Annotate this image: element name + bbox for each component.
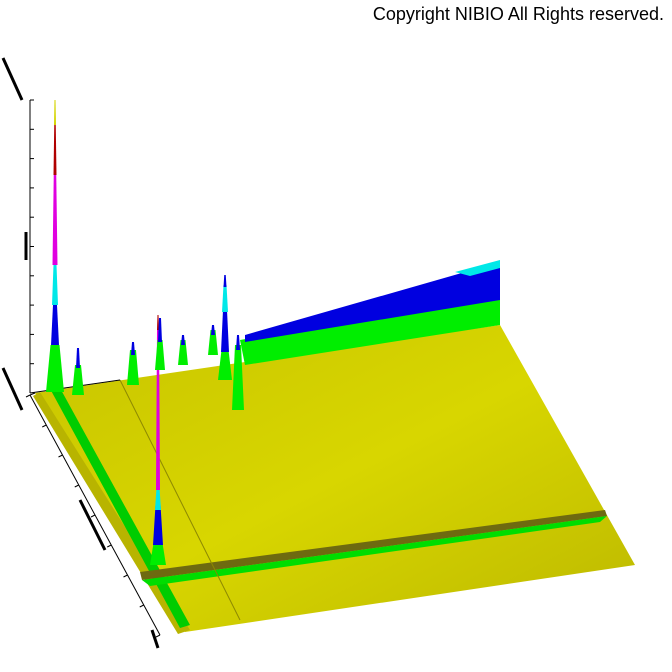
y-tick <box>123 574 128 578</box>
left-ridge <box>48 385 190 628</box>
peak-segment <box>236 335 240 350</box>
peak-segment <box>150 540 166 565</box>
peak-segment <box>53 125 57 175</box>
peak-segment <box>127 350 139 385</box>
peak-segment <box>181 335 185 345</box>
peak-segment <box>157 315 159 330</box>
cross-line <box>119 379 241 621</box>
peak-segment <box>208 330 218 355</box>
y-tick <box>139 604 144 608</box>
peak-segment <box>51 305 59 345</box>
y-tick <box>74 484 79 488</box>
back-wall-cyan <box>455 260 500 276</box>
peak-segment <box>232 345 244 410</box>
axis-ticks <box>25 99 161 638</box>
surface-base-plane <box>35 325 635 632</box>
peak-segment <box>52 175 58 265</box>
peak-segment <box>72 365 84 395</box>
peak-segment <box>131 342 135 355</box>
cross-ridge-dark <box>140 510 607 580</box>
y-tick <box>90 514 96 518</box>
cross-ridge-green <box>142 516 607 586</box>
peak-segment <box>52 265 58 305</box>
peak-segment <box>155 340 165 370</box>
peak-segment <box>222 285 228 312</box>
peak-segment <box>153 505 163 545</box>
peak-segment <box>178 340 188 365</box>
axis-labels <box>1 57 160 649</box>
peak-segment <box>155 488 161 510</box>
y-tick <box>42 424 47 428</box>
peak-segment <box>221 310 229 352</box>
y-tick <box>25 394 31 398</box>
y-tick <box>107 544 112 548</box>
peak-segment <box>218 350 232 380</box>
peak-segment <box>223 275 227 287</box>
peaks <box>46 100 244 565</box>
peak-segment <box>46 345 64 392</box>
y-tick <box>155 634 161 638</box>
back-wall-green <box>240 295 500 365</box>
copyright-notice: Copyright NIBIO All Rights reserved. <box>372 4 664 24</box>
back-wall-blue <box>245 262 500 342</box>
y-tick <box>58 454 63 458</box>
peak-segment <box>76 348 80 368</box>
peak-segment <box>158 318 162 342</box>
peak-segment <box>211 325 215 335</box>
peak-segment <box>54 100 56 125</box>
